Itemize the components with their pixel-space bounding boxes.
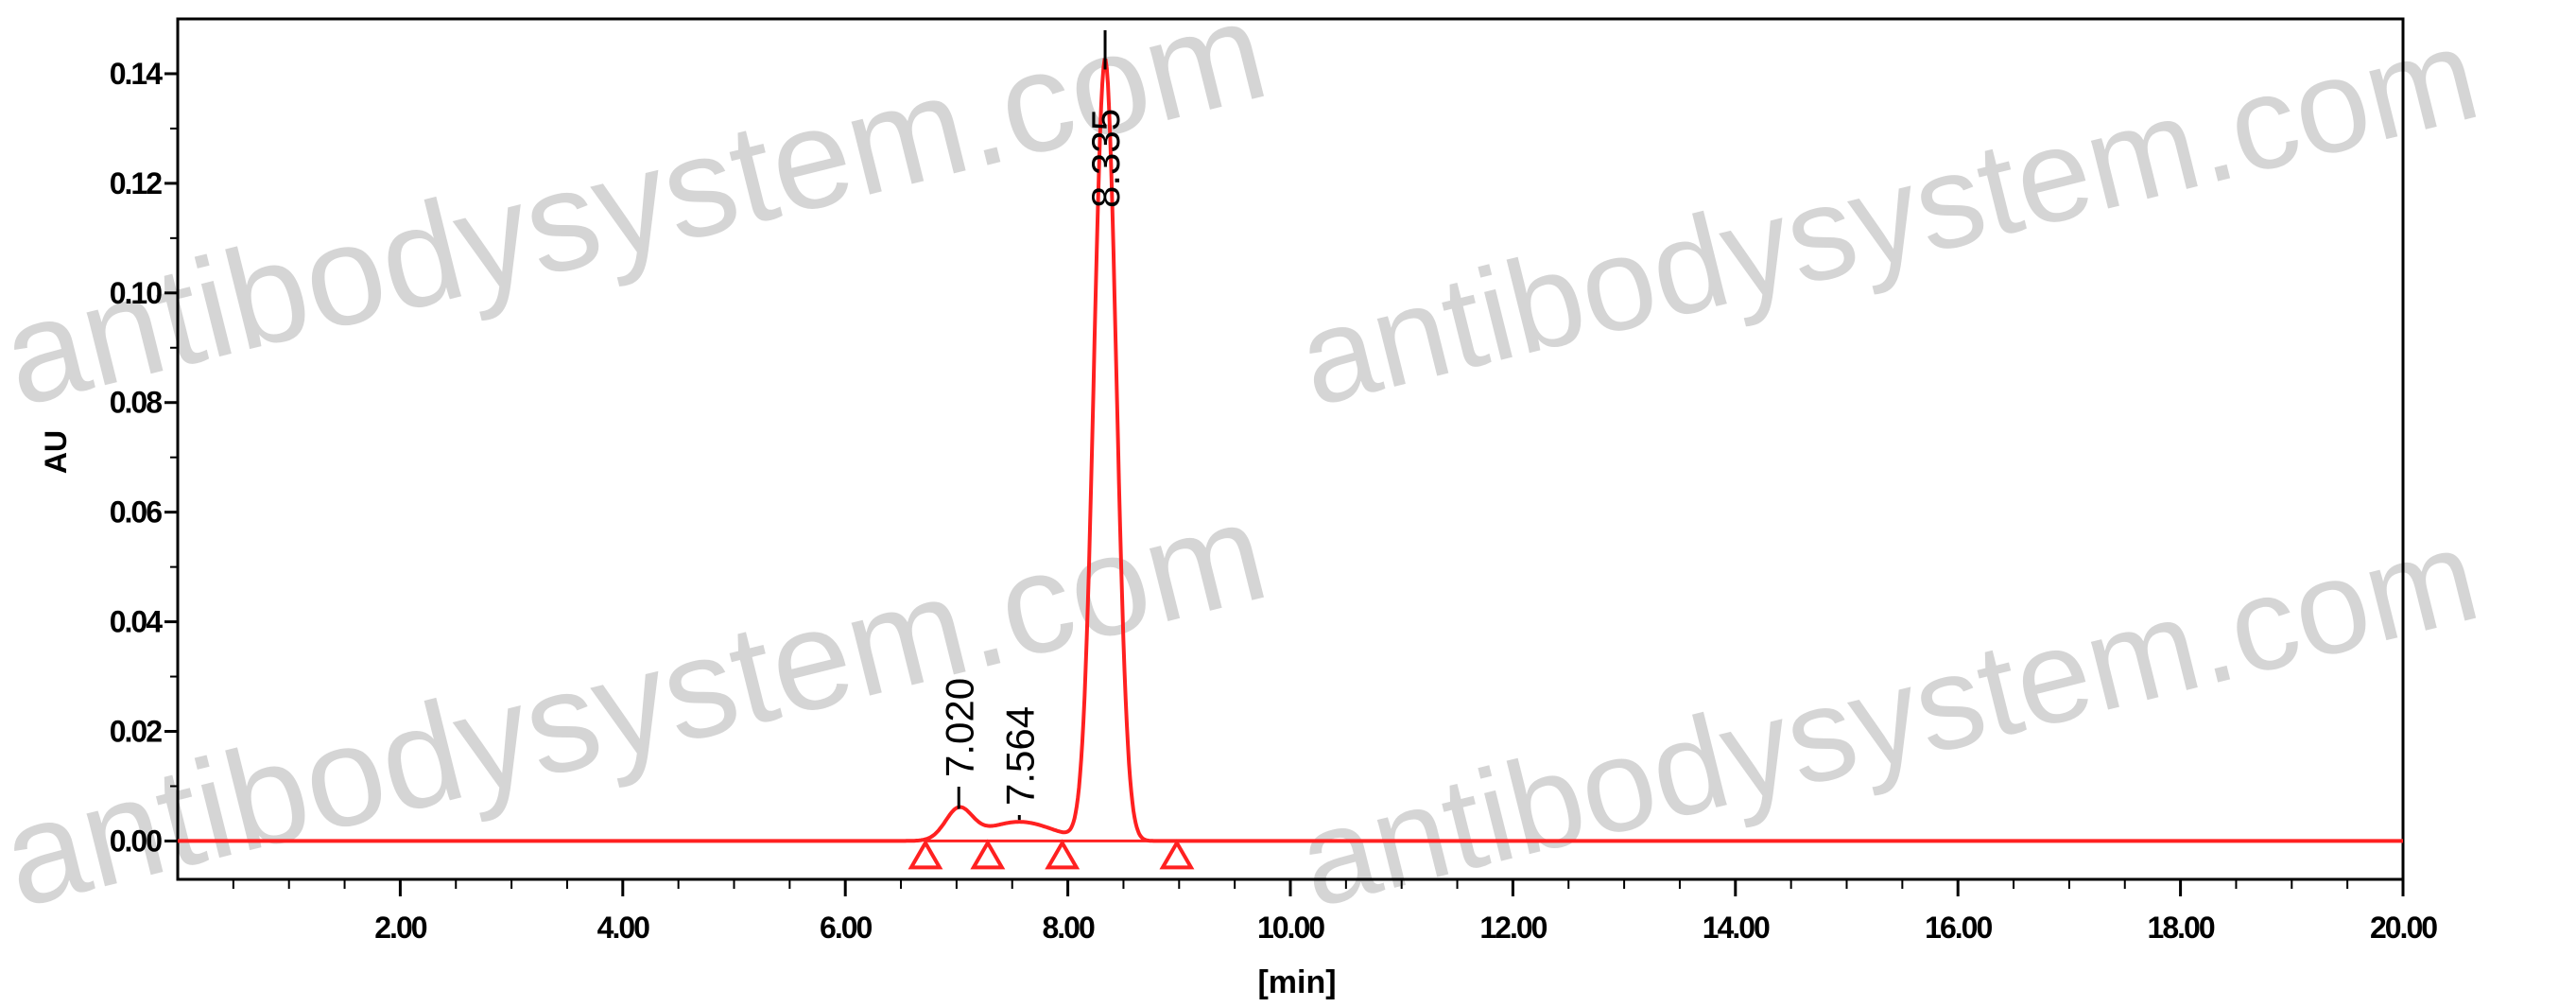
peak-boundary-marker (908, 839, 943, 870)
x-tick-label: 4.00 (597, 911, 649, 945)
x-tick-label: 6.00 (820, 911, 872, 945)
x-tick-label: 8.00 (1042, 911, 1094, 945)
peak-label: 7.020 (937, 678, 981, 777)
peak-boundary-marker (1159, 839, 1195, 870)
y-tick-label: 0.10 (110, 276, 162, 310)
y-tick-label: 0.08 (110, 386, 162, 420)
chromatogram-line (178, 58, 2403, 843)
watermark-text: antibodysystem.com (1285, 0, 2491, 434)
x-tick-label: 20.00 (2370, 911, 2437, 945)
x-tick-label: 18.00 (2148, 911, 2215, 945)
y-tick-label: 0.00 (110, 824, 162, 858)
watermark-text: antibodysystem.com (0, 0, 1280, 436)
x-axis: 2.00 4.00 6.00 8.00 10.00 12.00 14.00 16.00 18.0… (232, 879, 2439, 945)
x-tick-label: 16.00 (1925, 911, 1992, 945)
watermark-text: antibodysystem.com (1285, 499, 2491, 935)
y-tick-label: 0.04 (110, 605, 163, 639)
x-tick-label: 2.00 (374, 911, 426, 945)
peak-boundary-marker (970, 839, 1006, 870)
y-tick-label: 0.12 (110, 166, 162, 200)
peak-annotations: 7.020 7.564 8.335 (937, 30, 1128, 821)
x-tick-label: 14.00 (1703, 911, 1770, 945)
y-tick-label: 0.06 (110, 495, 162, 530)
series-layer (178, 58, 2403, 870)
peak-label: 7.564 (997, 706, 1042, 806)
y-axis: 0.00 0.02 0.04 0.06 0.08 0.10 0.12 0.14 (110, 57, 178, 858)
x-tick-label: 10.00 (1257, 911, 1324, 945)
y-tick-label: 0.14 (110, 57, 163, 91)
watermark-layer: antibodysystem.com antibodysystem.comanti… (0, 0, 2491, 937)
y-axis-title: AU (39, 430, 73, 474)
x-tick-label: 12.00 (1479, 911, 1547, 945)
peak-label: 8.335 (1083, 109, 1128, 208)
peak-boundary-marker (1045, 839, 1081, 870)
y-tick-label: 0.02 (110, 715, 162, 749)
x-axis-title: [min] (1257, 964, 1336, 1000)
